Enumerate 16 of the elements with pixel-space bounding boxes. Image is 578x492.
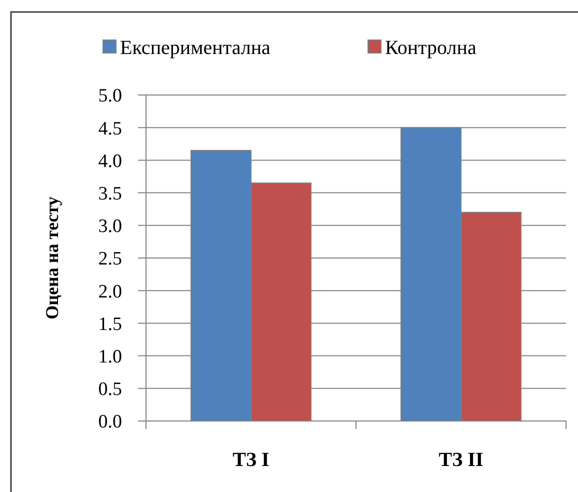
y-tick-label: 3.5	[98, 183, 122, 204]
y-tick-label: 2.5	[98, 248, 122, 270]
y-tick-label: 0.5	[98, 379, 122, 400]
y-tick-label: 2.0	[98, 281, 122, 302]
y-tick-label: 4.0	[98, 150, 122, 172]
x-tick-label: ТЗ II	[438, 449, 484, 471]
legend-label: Контролна	[385, 37, 476, 59]
legend-label: Експериментална	[120, 37, 271, 59]
y-tick-label: 4.5	[98, 118, 122, 140]
y-tick-label: 1.5	[98, 314, 122, 335]
y-tick-label: 5.0	[98, 86, 122, 107]
y-axis-title: Оцена на тесту	[42, 196, 62, 320]
y-tick-label: 1.0	[98, 346, 122, 368]
x-tick-label: ТЗ I	[232, 449, 270, 471]
y-tick-label: 0.0	[98, 412, 122, 433]
y-tick-label: 3.0	[98, 216, 122, 238]
